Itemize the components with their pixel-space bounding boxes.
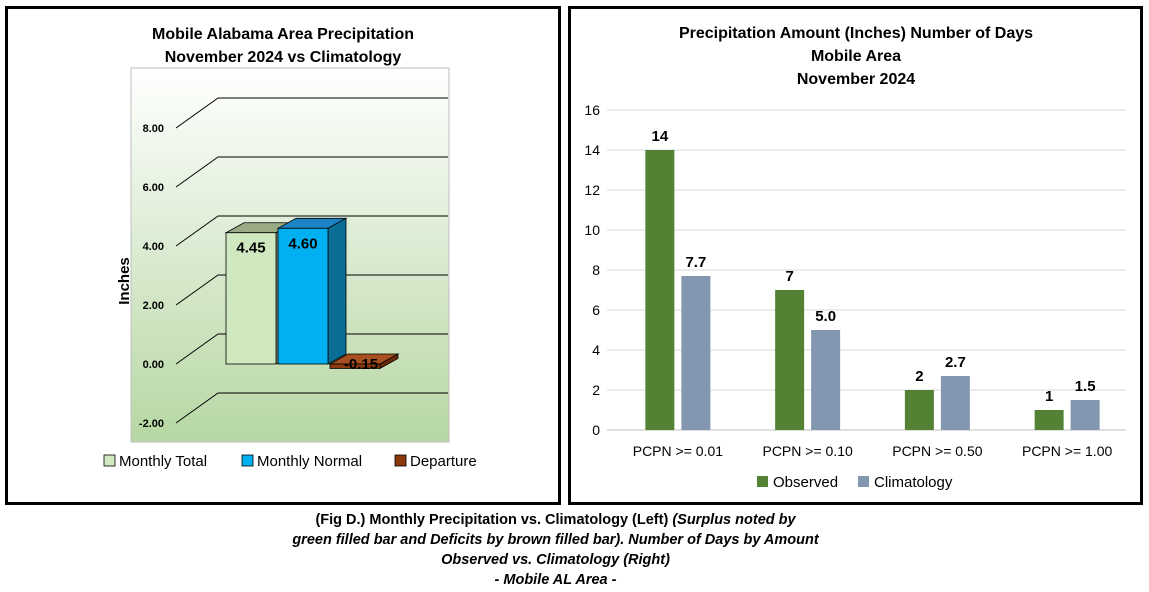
caption-line1-italic: (Surplus noted by: [672, 512, 796, 528]
bar-observed-4: [1034, 410, 1064, 430]
left-legend: Monthly Total Monthly Normal Departure: [103, 453, 477, 470]
y-tick-label: 2: [592, 382, 600, 398]
x-category-label: PCPN >= 0.01: [633, 443, 723, 459]
y-tick-label: 6.00: [143, 182, 164, 194]
right-legend: Observed Climatology: [757, 474, 953, 491]
bar-front-face: [277, 227, 329, 365]
left-bars: 4.45 4.60 -0.15: [224, 217, 400, 373]
bar-data-label: 1.5: [1075, 378, 1096, 395]
legend-label-climatology: Climatology: [874, 474, 953, 491]
right-chart-svg: Precipitation Amount (Inches) Number of …: [584, 25, 1126, 491]
legend-swatch-monthly-normal: [241, 454, 254, 467]
bar-data-label: 4.45: [236, 240, 265, 257]
y-tick-label: 14: [584, 142, 600, 158]
y-tick-label: 0: [592, 422, 600, 438]
gridline-diagonal: [175, 392, 219, 424]
right-chart-title-line3: November 2024: [797, 71, 915, 88]
right-x-categories: PCPN >= 0.01 PCPN >= 0.10 PCPN >= 0.50 PCPN…: [633, 443, 1113, 459]
y-tick-label: 4: [592, 342, 600, 358]
right-y-ticks: 0 2 4 6 8 10 12 14 16: [584, 102, 600, 438]
gridline-diagonal: [175, 215, 219, 247]
right-chart-panel: Precipitation Amount (Inches) Number of …: [568, 6, 1143, 505]
left-chart-svg: Mobile Alabama Area Precipitation Novemb…: [103, 26, 477, 470]
bar-climatology-4: [1070, 400, 1100, 430]
legend-label-observed: Observed: [773, 474, 838, 491]
bar-data-label: 1: [1045, 388, 1053, 405]
legend-swatch-monthly-total: [103, 454, 116, 467]
y-tick-label: 8.00: [143, 123, 164, 135]
bar-monthly-normal: 4.60: [276, 217, 348, 365]
caption-line2: green filled bar and Deficits by brown f…: [292, 532, 819, 548]
gridline-diagonal: [175, 274, 219, 306]
bar-departure: -0.15: [328, 353, 400, 373]
y-tick-label: 16: [584, 102, 600, 118]
legend-swatch-climatology: [858, 476, 869, 487]
x-category-label: PCPN >= 1.00: [1022, 443, 1112, 459]
bar-data-label: 5.0: [815, 308, 836, 325]
right-bars: 14 7.7 7 5.0 2 2.7 1 1.5: [645, 128, 1100, 430]
bar-climatology-1: [681, 276, 711, 430]
right-chart-title-line2: Mobile Area: [811, 48, 901, 65]
y-tick-label: 6: [592, 302, 600, 318]
bar-data-label: 7.7: [685, 254, 706, 271]
caption-line1-bold: (Fig D.) Monthly Precipitation vs. Clima…: [315, 512, 673, 528]
x-category-label: PCPN >= 0.10: [762, 443, 852, 459]
y-tick-label: 8: [592, 262, 600, 278]
y-tick-label: 2.00: [143, 300, 164, 312]
bar-climatology-2: [811, 330, 841, 430]
legend-label-monthly-total: Monthly Total: [119, 453, 207, 470]
y-tick-label: 10: [584, 222, 600, 238]
caption-line4: - Mobile AL Area -: [494, 572, 617, 588]
bar-data-label: 2.7: [945, 354, 966, 371]
y-tick-label: 4.00: [143, 241, 164, 253]
left-y-axis-label: Inches: [116, 257, 133, 305]
bar-climatology-3: [940, 376, 970, 430]
figure-caption: (Fig D.) Monthly Precipitation vs. Clima…: [0, 510, 1111, 590]
caption-line3: Observed vs. Climatology (Right): [441, 552, 670, 568]
legend-label-monthly-normal: Monthly Normal: [257, 453, 362, 470]
left-chart-title-line1: Mobile Alabama Area Precipitation: [152, 26, 414, 43]
legend-label-departure: Departure: [410, 453, 477, 470]
right-chart-title-line1: Precipitation Amount (Inches) Number of …: [679, 25, 1033, 42]
bar-front-face: [225, 232, 277, 365]
left-y-ticks: -2.00 0.00 2.00 4.00 6.00 8.00: [139, 123, 164, 430]
bar-side-face: [327, 217, 347, 365]
bar-data-label: 4.60: [288, 235, 317, 252]
bar-front-face: [329, 363, 381, 369]
legend-swatch-departure: [394, 454, 407, 467]
legend-swatch-observed: [757, 476, 768, 487]
x-category-label: PCPN >= 0.50: [892, 443, 982, 459]
y-tick-label: 0.00: [143, 359, 164, 371]
bar-data-label: 7: [785, 268, 793, 285]
gridline-diagonal: [175, 156, 219, 188]
left-chart-title-line2: November 2024 vs Climatology: [165, 49, 402, 66]
left-chart-panel: Mobile Alabama Area Precipitation Novemb…: [5, 6, 561, 505]
y-tick-label: 12: [584, 182, 600, 198]
bar-data-label: 14: [652, 128, 669, 145]
y-tick-label: -2.00: [139, 418, 164, 430]
bar-data-label: 2: [915, 368, 923, 385]
gridline-diagonal: [175, 333, 219, 365]
bar-observed-1: [645, 150, 675, 430]
bar-observed-2: [775, 290, 805, 430]
bar-data-label: -0.15: [344, 356, 378, 373]
gridline-diagonal: [175, 97, 219, 129]
bar-observed-3: [904, 390, 934, 430]
